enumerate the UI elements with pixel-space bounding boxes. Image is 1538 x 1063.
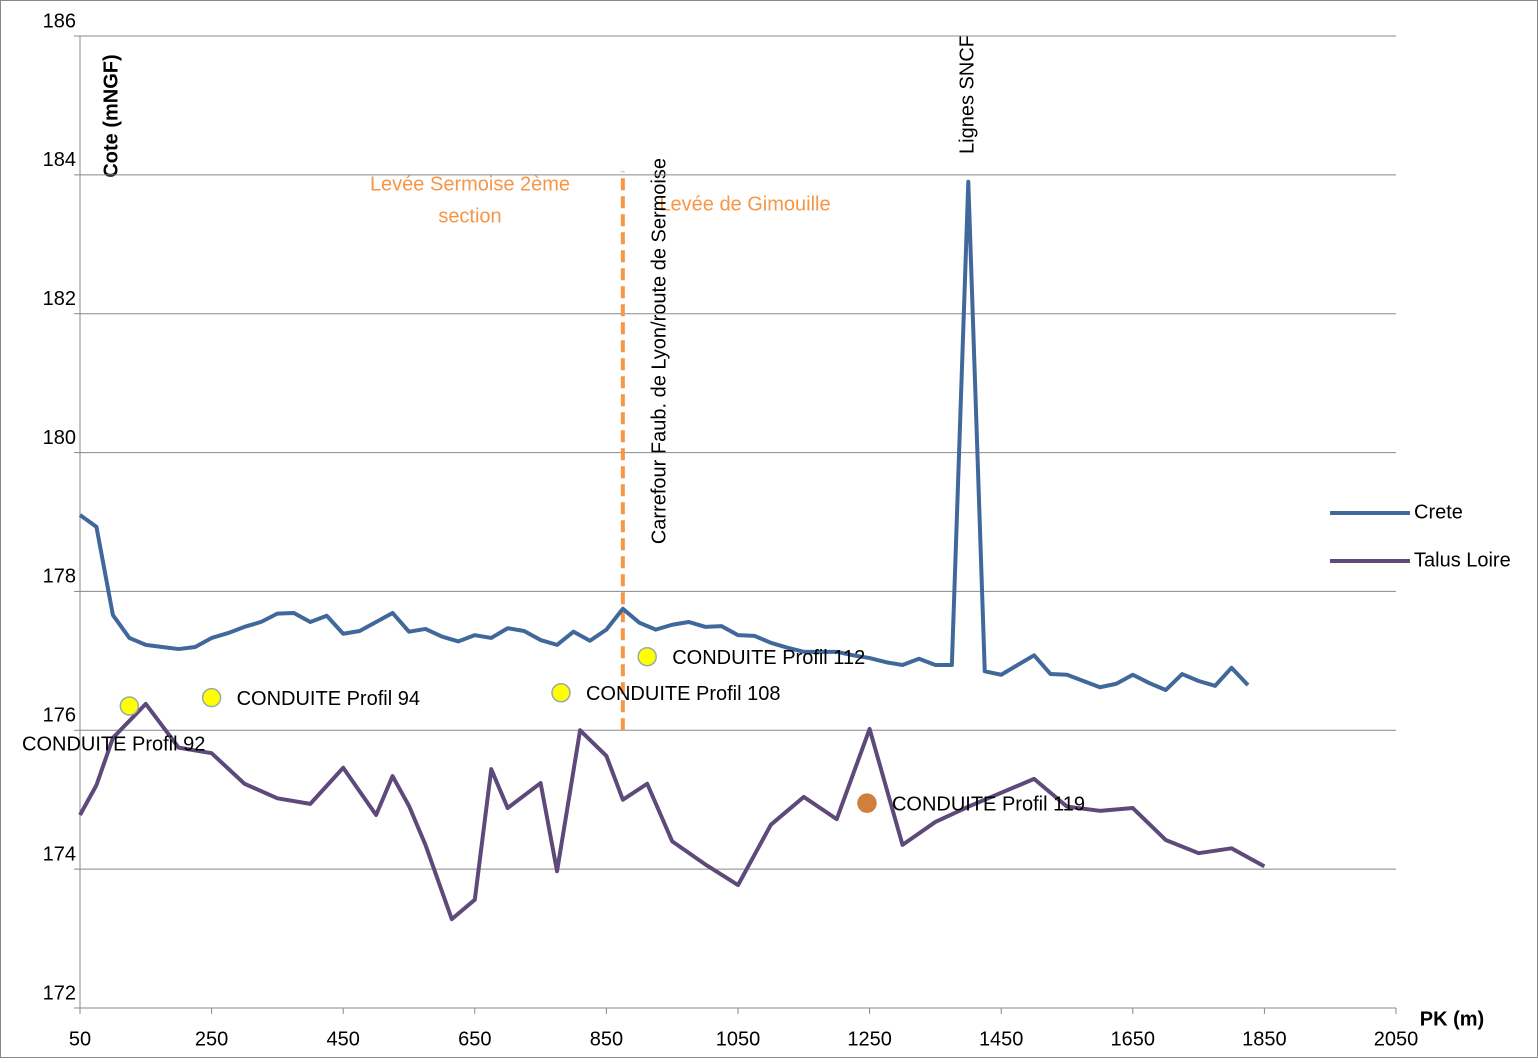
- y-tick-label: 184: [43, 149, 76, 171]
- legend-label: Crete: [1414, 501, 1463, 523]
- point: [857, 793, 877, 813]
- point: [201, 687, 222, 708]
- y-tick-label: 174: [43, 843, 76, 865]
- x-tick-label: 1650: [1111, 1028, 1156, 1050]
- annotation: Levée Sermoise 2ème: [370, 173, 570, 195]
- y-tick-label: 178: [43, 566, 76, 588]
- annotation: Lignes SNCF: [956, 35, 978, 154]
- point: [551, 683, 571, 703]
- x-tick-label: 1250: [847, 1028, 892, 1050]
- x-tick-label: 850: [590, 1028, 623, 1050]
- x-tick-label: 1450: [979, 1028, 1024, 1050]
- point-label: CONDUITE Profil 94: [237, 688, 420, 710]
- x-tick-label: 50: [69, 1028, 91, 1050]
- y-tick-label: 176: [43, 705, 76, 727]
- point-label: CONDUITE Profil 108: [586, 683, 781, 705]
- y-axis-label: Cote (mNGF): [100, 54, 122, 177]
- x-tick-label: 1850: [1242, 1028, 1287, 1050]
- point-label: CONDUITE Profil 119: [892, 793, 1085, 815]
- series-line: [78, 701, 1266, 922]
- x-tick-label: 650: [458, 1028, 491, 1050]
- y-tick-label: 182: [43, 288, 76, 310]
- x-axis-label: PK (m): [1420, 1008, 1484, 1030]
- point: [637, 646, 657, 667]
- legend-label: Talus Loire: [1414, 549, 1511, 571]
- x-tick-label: 1050: [716, 1028, 761, 1050]
- x-tick-label: 250: [195, 1028, 228, 1050]
- series-line: [78, 179, 1250, 693]
- point-label: CONDUITE Profil 92: [22, 733, 205, 755]
- annotation: Carrefour Faub. de Lyon/route de Sermois…: [648, 158, 670, 544]
- x-tick-label: 450: [327, 1028, 360, 1050]
- y-tick-label: 180: [43, 427, 76, 449]
- annotation: Levée de Gimouille: [659, 193, 830, 215]
- y-tick-label: 186: [43, 10, 76, 32]
- x-tick-label: 2050: [1374, 1028, 1419, 1050]
- annotation: section: [438, 205, 501, 227]
- point: [119, 696, 140, 716]
- point-label: CONDUITE Profil 112: [672, 647, 865, 669]
- y-tick-label: 172: [43, 982, 76, 1004]
